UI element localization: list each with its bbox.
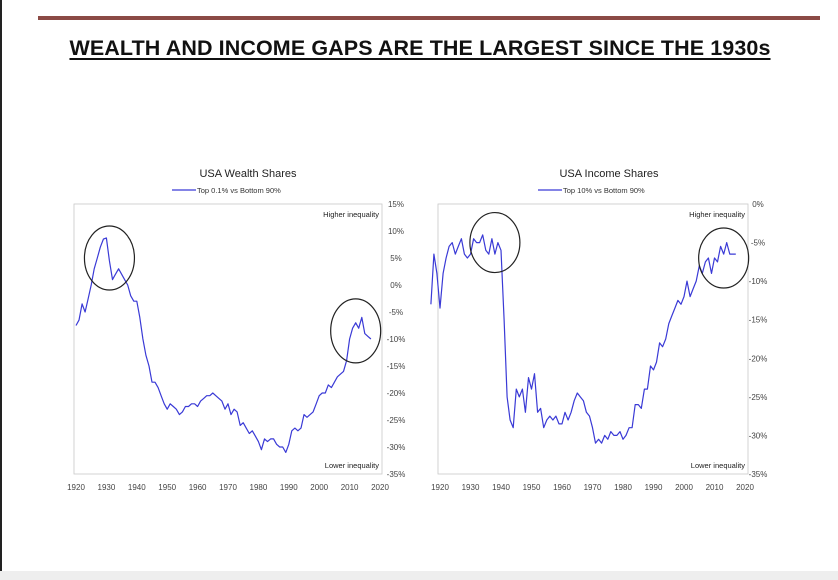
x-tick-label: 1970 xyxy=(584,483,602,492)
y-tick-label: -25% xyxy=(387,416,406,425)
x-tick-label: 1950 xyxy=(523,483,541,492)
y-tick-label: -5% xyxy=(751,239,765,248)
highlight-circle xyxy=(698,227,750,289)
y-tick-label: 10% xyxy=(388,227,404,236)
annotation-higher: Higher inequality xyxy=(689,210,745,219)
y-tick-label: -30% xyxy=(387,443,406,452)
x-tick-label: 1930 xyxy=(462,483,480,492)
x-tick-label: 2000 xyxy=(675,483,693,492)
y-tick-label: -20% xyxy=(387,389,406,398)
y-tick-label: 0% xyxy=(390,281,402,290)
series-line xyxy=(430,234,736,444)
x-tick-label: 1930 xyxy=(98,483,116,492)
x-tick-label: 1970 xyxy=(219,483,237,492)
y-tick-label: -5% xyxy=(389,308,403,317)
top-rule xyxy=(38,16,820,20)
x-tick-label: 1960 xyxy=(189,483,207,492)
y-tick-label: -20% xyxy=(749,354,768,363)
x-tick-label: 1950 xyxy=(158,483,176,492)
x-tick-label: 1980 xyxy=(250,483,268,492)
annotation-higher: Higher inequality xyxy=(323,210,379,219)
highlight-circle xyxy=(469,211,521,274)
chart-title: USA Income Shares xyxy=(559,168,659,180)
y-tick-label: -25% xyxy=(749,393,768,402)
x-tick-label: 2020 xyxy=(736,483,754,492)
x-tick-label: 1960 xyxy=(553,483,571,492)
y-tick-label: 0% xyxy=(752,200,764,209)
x-tick-label: 1920 xyxy=(67,483,85,492)
x-tick-label: 2000 xyxy=(310,483,328,492)
y-tick-label: -15% xyxy=(387,362,406,371)
plot-frame xyxy=(73,203,383,475)
chart-title: USA Wealth Shares xyxy=(199,168,297,180)
x-tick-label: 2010 xyxy=(706,483,724,492)
bottom-band xyxy=(0,571,838,580)
highlight-circle xyxy=(330,298,382,364)
y-tick-label: -10% xyxy=(387,335,406,344)
x-tick-label: 2010 xyxy=(341,483,359,492)
x-tick-label: 2020 xyxy=(371,483,389,492)
x-tick-label: 1920 xyxy=(431,483,449,492)
annotation-lower: Lower inequality xyxy=(325,461,379,470)
slide-headline: WEALTH AND INCOME GAPS ARE THE LARGEST S… xyxy=(69,36,771,60)
y-tick-label: -30% xyxy=(749,431,768,440)
y-tick-label: -35% xyxy=(749,470,768,479)
plot-frame xyxy=(437,203,749,475)
x-tick-label: 1990 xyxy=(280,483,298,492)
annotation-lower: Lower inequality xyxy=(691,461,745,470)
x-tick-label: 1940 xyxy=(128,483,146,492)
y-tick-label: -35% xyxy=(387,470,406,479)
y-tick-label: -10% xyxy=(749,277,768,286)
legend-label: Top 10% vs Bottom 90% xyxy=(563,186,645,195)
x-tick-label: 1990 xyxy=(645,483,663,492)
x-tick-label: 1940 xyxy=(492,483,510,492)
series-line xyxy=(75,237,372,453)
legend-label: Top 0.1% vs Bottom 90% xyxy=(197,186,281,195)
y-tick-label: 15% xyxy=(388,200,404,209)
highlight-circle xyxy=(83,225,136,291)
x-tick-label: 1980 xyxy=(614,483,632,492)
left-border xyxy=(0,0,2,580)
y-tick-label: 5% xyxy=(390,254,402,263)
y-tick-label: -15% xyxy=(749,316,768,325)
